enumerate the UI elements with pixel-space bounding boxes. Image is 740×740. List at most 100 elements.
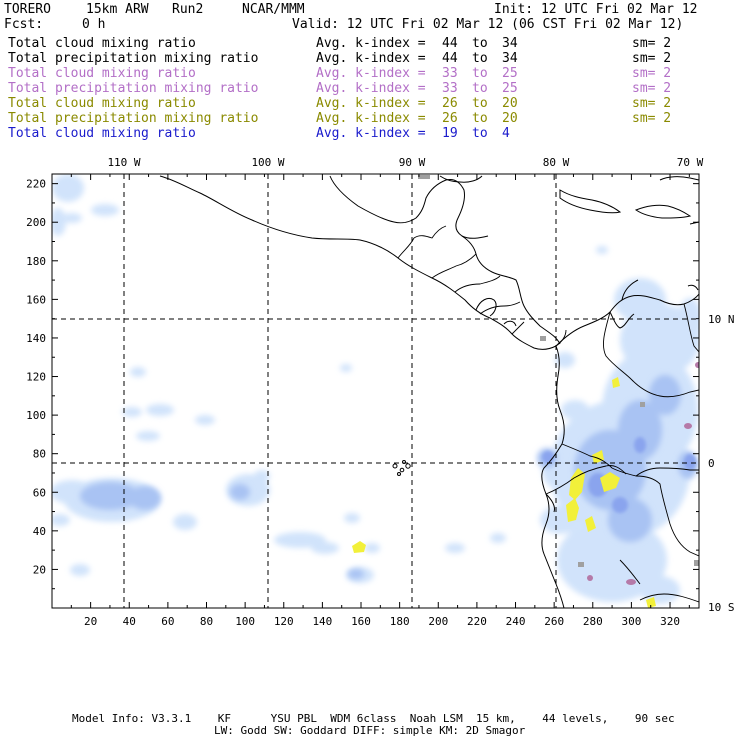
political-borders: [397, 225, 699, 603]
longitude-label: 110 W: [107, 156, 140, 169]
precipitation-gray: [418, 175, 699, 567]
x-tick-label: 180: [390, 615, 410, 628]
longitude-label: 90 W: [399, 156, 426, 169]
legend-row-kindex-label: Avg. k-index =: [316, 36, 426, 51]
x-tick-label: 20: [84, 615, 97, 628]
y-tick-label: 180: [26, 255, 46, 268]
legend-row-k-from: 33: [442, 81, 458, 96]
latitude-labels: 10 N 0 10 S: [708, 313, 735, 614]
legend-row-k-from: 26: [442, 111, 458, 126]
legend-row-kindex-label: Avg. k-index =: [316, 111, 426, 126]
legend-row-to: to: [472, 36, 488, 51]
legend-row-k-from: 44: [442, 51, 458, 66]
legend-row-to: to: [472, 81, 488, 96]
legend-row-k-from: 19: [442, 126, 458, 141]
legend-row-smooth: sm= 2: [632, 51, 672, 66]
x-tick-label: 160: [351, 615, 371, 628]
init-time: Init: 12 UTC Fri 02 Mar 12: [494, 2, 698, 17]
x-tick-label: 320: [660, 615, 680, 628]
legend-row-field: Total precipitation mixing ratio: [8, 51, 259, 66]
legend-row-k-to: 34: [502, 36, 518, 51]
x-axis-labels: 20 40 60 80 100 120 140 160 180 200 220 240 260 280 30…: [84, 615, 680, 628]
x-tick-label: 220: [467, 615, 487, 628]
x-tick-label: 100: [235, 615, 255, 628]
legend-row-smooth: sm= 2: [632, 36, 672, 51]
legend-row-to: to: [472, 66, 488, 81]
x-tick-label: 280: [583, 615, 603, 628]
legend-row-k-from: 26: [442, 96, 458, 111]
map-frame: [51, 173, 700, 609]
legend-row-smooth: sm= 2: [632, 96, 672, 111]
longitude-label: 80 W: [543, 156, 570, 169]
y-tick-label: 140: [26, 332, 46, 345]
legend-row-kindex-label: Avg. k-index =: [316, 66, 426, 81]
x-axis-ticks: [70, 174, 690, 608]
y-tick-label: 200: [26, 216, 46, 229]
x-tick-label: 140: [312, 615, 332, 628]
y-tick-label: 40: [33, 525, 46, 538]
legend-row-k-from: 44: [442, 36, 458, 51]
legend-row-kindex-label: Avg. k-index =: [316, 96, 426, 111]
forecast-label: Fcst:: [4, 17, 44, 32]
model-resolution: 15km ARW: [86, 2, 149, 17]
lat-lon-grid: [52, 174, 699, 608]
legend-row-smooth: sm= 2: [632, 111, 672, 126]
legend-row-field: Total precipitation mixing ratio: [8, 81, 259, 96]
model-run: Run2: [172, 2, 204, 17]
model-name: TORERO: [4, 2, 51, 17]
y-axis-ticks: [52, 183, 699, 590]
y-tick-label: 80: [33, 448, 46, 461]
latitude-label: 10 N: [708, 313, 735, 326]
legend-row-field: Total cloud mixing ratio: [8, 96, 196, 111]
legend-row-k-to: 20: [502, 111, 518, 126]
model-org: NCAR/MMM: [242, 2, 305, 17]
y-axis-labels: 20 40 60 80 100 120 140 160 180 200 220: [26, 178, 46, 577]
x-tick-label: 240: [506, 615, 526, 628]
legend-row-kindex-label: Avg. k-index =: [316, 51, 426, 66]
y-tick-label: 220: [26, 178, 46, 191]
legend-row-to: to: [472, 51, 488, 66]
legend-row-k-to: 4: [502, 126, 510, 141]
legend-row-k-to: 20: [502, 96, 518, 111]
legend-row-to: to: [472, 126, 488, 141]
legend-row-field: Total cloud mixing ratio: [8, 36, 196, 51]
y-tick-label: 60: [33, 486, 46, 499]
legend-row-k-to: 25: [502, 66, 518, 81]
x-tick-label: 260: [544, 615, 564, 628]
cloud-mixing-ratio-mid: [80, 375, 698, 579]
legend-row-field: Total cloud mixing ratio: [8, 66, 196, 81]
legend-row-field: Total precipitation mixing ratio: [8, 111, 259, 126]
y-tick-label: 120: [26, 371, 46, 384]
model-info: Model Info: V3.3.1 KF YSU PBL WDM 6class…: [72, 712, 675, 725]
legend-row-kindex-label: Avg. k-index =: [316, 126, 426, 141]
legend-row-k-to: 34: [502, 51, 518, 66]
legend-row-field: Total cloud mixing ratio: [8, 126, 196, 141]
legend-row-to: to: [472, 111, 488, 126]
legend-row-k-to: 25: [502, 81, 518, 96]
legend-row-to: to: [472, 96, 488, 111]
x-tick-label: 120: [274, 615, 294, 628]
y-tick-label: 160: [26, 293, 46, 306]
legend-row-smooth: sm= 2: [632, 81, 672, 96]
x-tick-label: 80: [200, 615, 213, 628]
forecast-hour: 0 h: [82, 17, 106, 32]
x-tick-label: 300: [621, 615, 641, 628]
y-tick-label: 20: [33, 563, 46, 576]
x-tick-label: 40: [123, 615, 136, 628]
legend-row-kindex-label: Avg. k-index =: [316, 81, 426, 96]
precipitation-yellow: [352, 377, 656, 608]
legend-row-smooth: sm= 2: [632, 66, 672, 81]
longitude-label: 70 W: [677, 156, 704, 169]
longitude-labels: 110 W 100 W 90 W 80 W 70 W: [107, 156, 703, 169]
legend-row-k-from: 33: [442, 66, 458, 81]
latitude-label: 10 S: [708, 601, 735, 614]
y-tick-label: 100: [26, 409, 46, 422]
x-tick-label: 200: [428, 615, 448, 628]
latitude-label: 0: [708, 457, 715, 470]
cloud-mixing-ratio-light: [52, 174, 699, 604]
physics-info: LW: Godd SW: Goddard DIFF: simple KM: 2D…: [214, 724, 526, 737]
longitude-label: 100 W: [251, 156, 284, 169]
valid-time: Valid: 12 UTC Fri 02 Mar 12 (06 CST Fri …: [292, 17, 684, 32]
precipitation-purple: [587, 362, 699, 585]
